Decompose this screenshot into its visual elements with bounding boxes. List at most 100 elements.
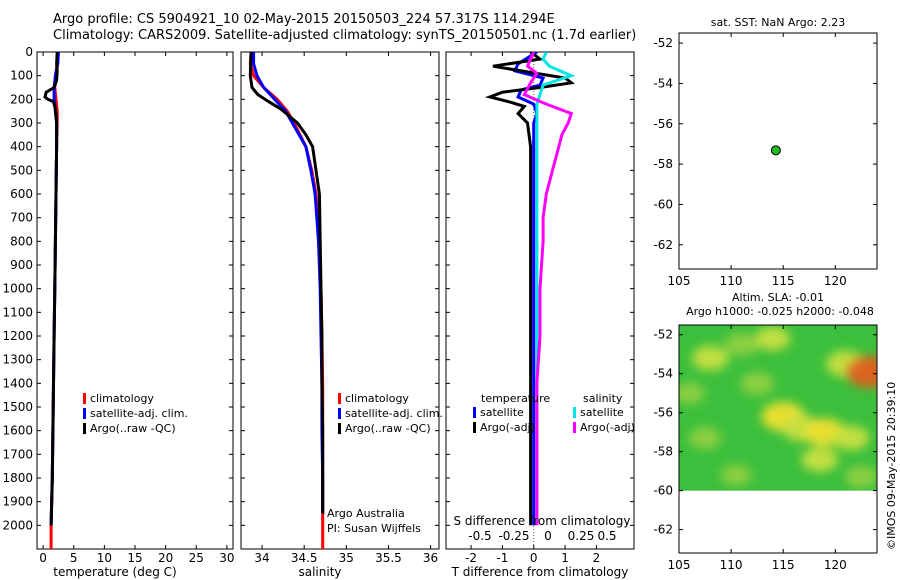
map-x-tick-label: 115 (772, 274, 795, 288)
series-line-salinity-satellite (535, 52, 576, 526)
temperature-legend-label: climatology (90, 392, 154, 405)
difference-s-tick-label: 0.25 (568, 529, 595, 543)
y-tick-label: 500 (10, 163, 33, 177)
sla-heatmap-cell (832, 425, 870, 451)
map-y-tick-label: -54 (653, 367, 673, 381)
x-tick-label: 5 (70, 551, 78, 565)
series-line-temperature-argo-adj- (484, 52, 575, 526)
difference-s-tick-label: 0.5 (597, 529, 616, 543)
y-tick-label: 1900 (2, 495, 33, 509)
x-tick-label: 0 (39, 551, 47, 565)
argo-profile-marker (770, 145, 781, 156)
salinity-plot-frame (240, 51, 440, 550)
salinity-annotation: PI: Susan Wijffels (327, 522, 421, 535)
y-tick-label: 700 (10, 211, 33, 225)
difference-s-tick-label: -0.5 (468, 529, 491, 543)
y-tick-label: 1200 (2, 329, 33, 343)
sla-heatmap-cell (688, 426, 722, 450)
y-tick-label: 1600 (2, 424, 33, 438)
y-tick-label: 1800 (2, 471, 33, 485)
x-tick-label: 0 (530, 551, 538, 565)
sla-heatmap-cell (724, 332, 759, 356)
sst_map-frame (678, 32, 878, 270)
temperature-plot-frame (36, 51, 234, 550)
sla-heatmap-cell (801, 447, 839, 472)
y-tick-label: 1100 (2, 305, 33, 319)
map-x-tick-label: 120 (824, 558, 847, 572)
sla-heatmap-cell (691, 345, 729, 371)
difference-legend-label: satellite (580, 406, 624, 419)
x-tick-label: 36 (423, 551, 438, 565)
temperature-legend-swatch (83, 393, 86, 404)
series-line-argo-raw-qc- (43, 52, 59, 526)
difference-legend-swatch (573, 407, 576, 418)
temperature-legend-label: Argo(..raw -QC) (90, 422, 176, 435)
map-y-tick-label: -60 (653, 197, 673, 211)
y-tick-label: 400 (10, 140, 33, 154)
y-tick-label: 900 (10, 258, 33, 272)
map-x-tick-label: 105 (668, 558, 691, 572)
y-tick-label: 600 (10, 187, 33, 201)
y-tick-label: 800 (10, 234, 33, 248)
map-y-tick-label: -62 (653, 523, 673, 537)
series-line-salinity-argo-adj- (522, 52, 574, 526)
temperature-legend-swatch (83, 408, 86, 419)
y-tick-label: 100 (10, 69, 33, 83)
difference-plot-frame (445, 51, 635, 550)
salinity-legend-swatch (338, 393, 341, 404)
salinity-legend-label: satellite-adj. clim. (345, 407, 443, 420)
difference-legend-swatch (473, 407, 476, 418)
figure-title-line2: Climatology: CARS2009. Satellite-adjuste… (53, 28, 637, 43)
x-tick-label: 30 (219, 551, 234, 565)
sst-map-title: sat. SST: NaN Argo: 2.23 (711, 16, 845, 29)
sla-heatmap-field (679, 326, 877, 489)
sla-heatmap-cell (845, 465, 877, 489)
difference-legend-label: satellite (480, 406, 524, 419)
map-x-tick-label: 110 (720, 274, 743, 288)
salinity-annotation: Argo Australia (327, 507, 405, 520)
sla-heatmap-cell (679, 382, 706, 404)
y-tick-label: 1300 (2, 353, 33, 367)
temperature-legend-swatch (83, 423, 86, 434)
x-tick-label: -2 (465, 551, 477, 565)
difference-legend-label: Argo(-adj) (480, 421, 535, 434)
y-tick-label: 0 (25, 45, 33, 59)
map-x-tick-label: 115 (772, 558, 795, 572)
difference-top-axis-label: S difference from climatology (454, 514, 631, 528)
map-y-tick-label: -56 (653, 406, 673, 420)
map-y-tick-label: -58 (653, 445, 673, 459)
x-tick-label: 10 (97, 551, 112, 565)
y-tick-label: 1000 (2, 282, 33, 296)
series-line-argo-raw-qc- (248, 52, 325, 514)
salinity-legend-label: climatology (345, 392, 409, 405)
difference-legend-swatch (573, 422, 576, 433)
x-tick-label: 20 (158, 551, 173, 565)
y-tick-label: 2000 (2, 518, 33, 532)
temperature-legend-label: satellite-adj. clim. (90, 407, 188, 420)
x-tick-label: 35.5 (375, 551, 402, 565)
x-axis-label: temperature (deg C) (53, 565, 176, 579)
y-tick-label: 1400 (2, 376, 33, 390)
salinity-legend-swatch (338, 408, 341, 419)
series-line-satellite-adj-clim- (252, 52, 325, 514)
sla-map-subtitle: Argo h1000: -0.025 h2000: -0.048 (686, 305, 874, 318)
map-y-tick-label: -62 (653, 238, 673, 252)
map-y-tick-label: -54 (653, 76, 673, 90)
x-tick-label: 34 (254, 551, 269, 565)
map-x-tick-label: 105 (668, 274, 691, 288)
sla-heatmap-cell (720, 464, 752, 486)
map-y-tick-label: -52 (653, 36, 673, 50)
difference-legend-label: Argo(-adj) (580, 421, 635, 434)
salinity-legend-label: Argo(..raw -QC) (345, 422, 431, 435)
sla-heatmap-cell (755, 326, 791, 351)
map-y-tick-label: -58 (653, 157, 673, 171)
x-tick-label: 1 (561, 551, 569, 565)
difference-s-tick-label: -0.25 (498, 529, 529, 543)
x-tick-label: 15 (127, 551, 142, 565)
x-axis-label: salinity (298, 565, 341, 579)
difference-legend-header: temperature (481, 392, 550, 405)
x-axis-label: T difference from climatology (451, 565, 629, 579)
series-line-climatology (248, 52, 325, 549)
difference-s-tick-label: 0 (544, 529, 552, 543)
y-tick-label: 200 (10, 92, 33, 106)
